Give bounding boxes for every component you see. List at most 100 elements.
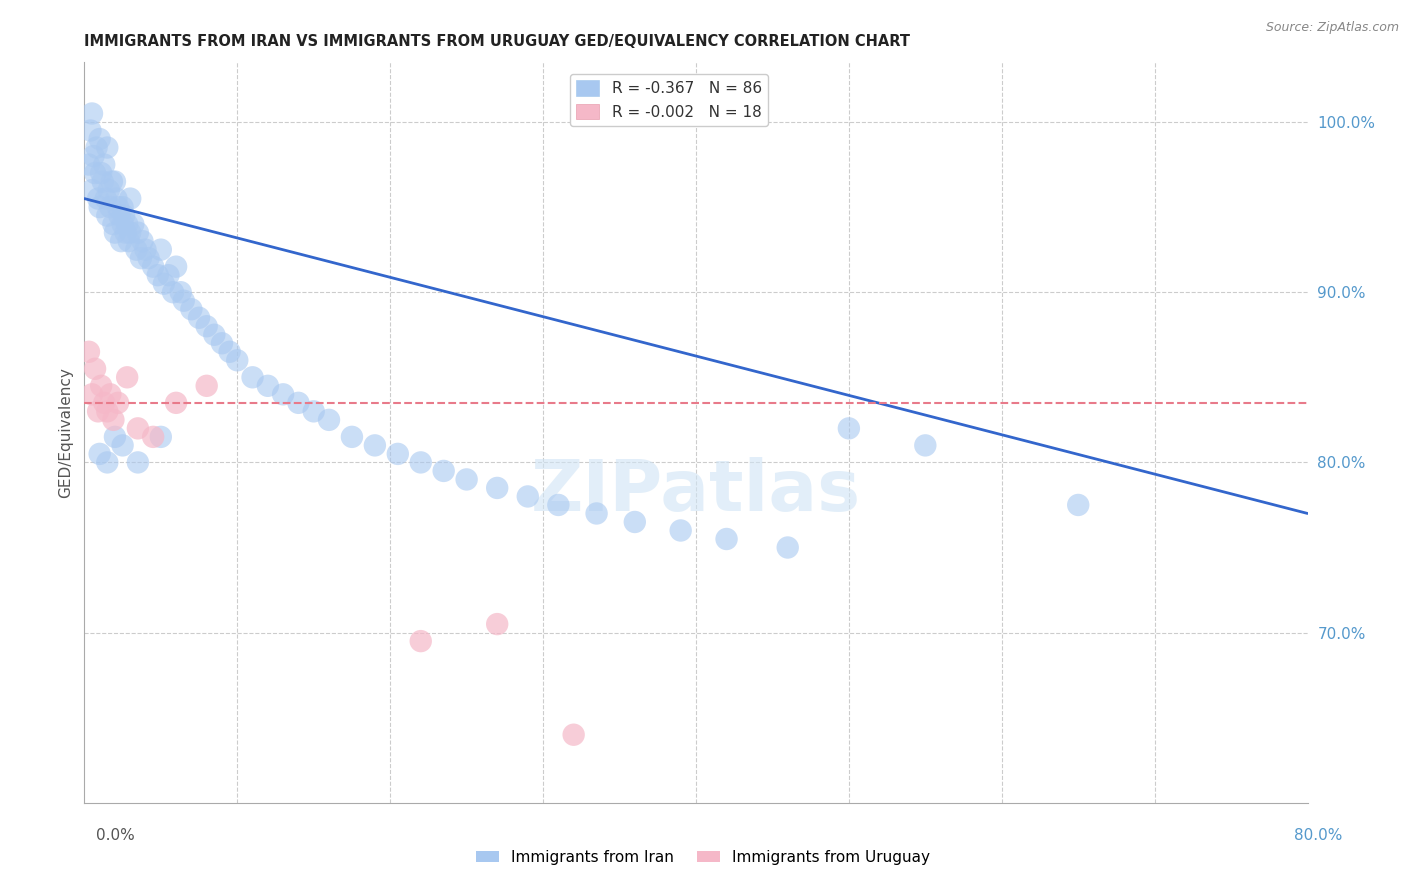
Point: [104, 430, 127, 444]
Text: IMMIGRANTS FROM IRAN VS IMMIGRANTS FROM URUGUAY GED/EQUIVALENCY CORRELATION CHAR: IMMIGRANTS FROM IRAN VS IMMIGRANTS FROM …: [84, 34, 910, 49]
Point: [93, 396, 115, 410]
Point: [103, 413, 125, 427]
Point: [96, 404, 118, 418]
Point: [107, 396, 129, 410]
Point: [142, 430, 165, 444]
Point: [242, 370, 264, 384]
Point: [149, 430, 172, 444]
Point: [127, 455, 149, 469]
Point: [271, 387, 294, 401]
Point: [456, 472, 478, 486]
Point: [97, 183, 120, 197]
Point: [91, 175, 114, 189]
Point: [173, 293, 195, 308]
Point: [146, 268, 169, 283]
Point: [302, 404, 325, 418]
Point: [77, 157, 100, 171]
Point: [84, 361, 107, 376]
Point: [318, 413, 340, 427]
Point: [129, 251, 152, 265]
Point: [89, 132, 111, 146]
Point: [165, 260, 187, 274]
Point: [96, 209, 118, 223]
Point: [80, 106, 103, 120]
Point: [80, 183, 103, 197]
Point: [90, 379, 112, 393]
Point: [111, 438, 134, 452]
Point: [162, 285, 184, 300]
Point: [115, 217, 138, 231]
Point: [104, 226, 127, 240]
Point: [80, 387, 103, 401]
Point: [170, 285, 193, 300]
Point: [516, 490, 538, 504]
Point: [77, 344, 100, 359]
Point: [112, 209, 135, 223]
Point: [165, 396, 187, 410]
Point: [131, 234, 153, 248]
Point: [84, 166, 107, 180]
Text: ZIPatlas: ZIPatlas: [531, 458, 860, 526]
Point: [83, 149, 105, 163]
Point: [387, 447, 409, 461]
Point: [87, 404, 110, 418]
Point: [669, 524, 692, 538]
Point: [127, 226, 149, 240]
Point: [157, 268, 180, 283]
Point: [211, 336, 233, 351]
Point: [94, 192, 117, 206]
Point: [114, 226, 136, 240]
Point: [86, 140, 108, 154]
Point: [585, 507, 607, 521]
Point: [79, 123, 101, 137]
Point: [89, 447, 111, 461]
Point: [101, 175, 124, 189]
Point: [202, 327, 225, 342]
Text: Source: ZipAtlas.com: Source: ZipAtlas.com: [1265, 21, 1399, 34]
Point: [103, 217, 125, 231]
Point: [838, 421, 860, 435]
Point: [188, 310, 211, 325]
Point: [96, 455, 118, 469]
Text: 80.0%: 80.0%: [1295, 828, 1343, 843]
Point: [433, 464, 456, 478]
Point: [135, 243, 157, 257]
Point: [180, 302, 202, 317]
Point: [364, 438, 387, 452]
Point: [547, 498, 569, 512]
Point: [87, 192, 110, 206]
Point: [122, 217, 145, 231]
Point: [107, 200, 129, 214]
Point: [111, 217, 134, 231]
Point: [108, 209, 131, 223]
Point: [104, 175, 127, 189]
Point: [226, 353, 249, 368]
Point: [105, 192, 128, 206]
Point: [153, 277, 176, 291]
Point: [409, 634, 432, 648]
Point: [120, 192, 142, 206]
Point: [111, 200, 134, 214]
Point: [486, 617, 509, 632]
Point: [115, 370, 138, 384]
Point: [125, 243, 148, 257]
Point: [142, 260, 165, 274]
Point: [486, 481, 509, 495]
Point: [914, 438, 936, 452]
Point: [98, 200, 121, 214]
Point: [98, 387, 121, 401]
Point: [1067, 498, 1090, 512]
Point: [340, 430, 363, 444]
Point: [89, 200, 111, 214]
Point: [127, 421, 149, 435]
Legend: Immigrants from Iran, Immigrants from Uruguay: Immigrants from Iran, Immigrants from Ur…: [470, 844, 936, 871]
Point: [149, 243, 172, 257]
Point: [118, 234, 141, 248]
Point: [90, 166, 112, 180]
Point: [96, 140, 118, 154]
Point: [120, 226, 142, 240]
Point: [776, 541, 799, 555]
Point: [218, 344, 240, 359]
Point: [93, 157, 115, 171]
Point: [624, 515, 647, 529]
